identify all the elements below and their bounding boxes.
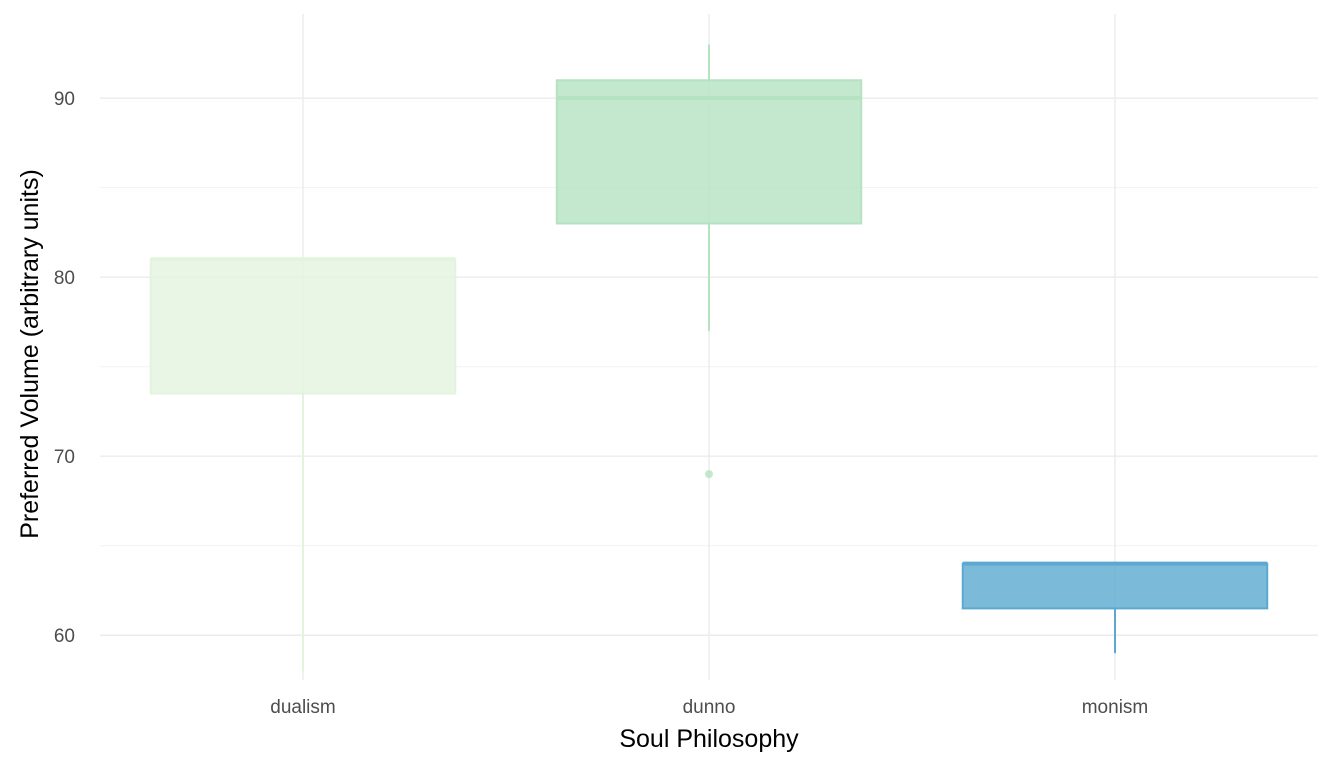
y-tick-label: 80: [54, 268, 75, 289]
box-dunno: [555, 44, 863, 479]
x-axis-ticks: dualism dunno monism: [270, 697, 1148, 718]
x-tick-label: dunno: [683, 697, 736, 718]
box-body: [555, 79, 863, 225]
box-body: [961, 562, 1269, 610]
box-monism: [961, 561, 1269, 654]
y-tick-label: 90: [54, 89, 75, 110]
box-dualism: [149, 257, 457, 672]
x-tick-label: dualism: [270, 697, 335, 718]
x-tick-label: monism: [1082, 697, 1149, 718]
y-tick-label: 70: [54, 447, 75, 468]
y-axis-ticks: 60 70 80 90: [54, 89, 75, 647]
box-body: [149, 258, 457, 395]
boxes-layer: [149, 44, 1269, 672]
y-axis-title: Preferred Volume (arbitrary units): [16, 169, 44, 539]
x-axis-title: Soul Philosophy: [619, 725, 799, 753]
outlier-point: [705, 470, 713, 479]
y-tick-label: 60: [54, 626, 75, 647]
